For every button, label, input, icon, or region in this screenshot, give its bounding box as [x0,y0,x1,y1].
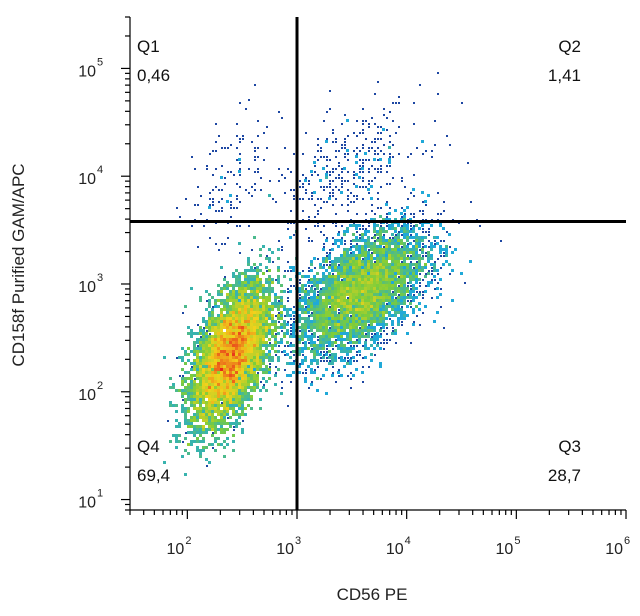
x-tick-exponent: 4 [405,535,411,547]
quadrant-name: Q2 [558,37,581,56]
y-tick-label: 10 [78,63,96,80]
quadrant-percentage: 69,4 [137,466,170,485]
x-axis-ticks: 10 2 10 3 10 4 10 5 10 6 [129,510,630,558]
quadrant-percentage: 28,7 [548,466,581,485]
y-tick-label: 10 [78,279,96,296]
x-tick-exponent: 3 [295,535,301,547]
y-tick-exponent: 3 [97,272,103,284]
plot-frame [129,17,626,511]
x-tick-exponent: 2 [185,535,191,547]
x-tick-label: 10 [496,541,514,558]
quadrant-labels: Q1 0,46 Q2 1,41 Q3 28,7 Q4 69,4 [137,37,581,485]
x-tick-exponent: 5 [514,535,520,547]
x-axis-label: CD56 PE [337,585,408,604]
quadrant-name: Q4 [137,437,160,456]
quadrant-gates [130,17,626,510]
quadrant-name: Q1 [137,37,160,56]
y-tick-exponent: 1 [97,488,103,500]
x-tick-label: 10 [605,541,623,558]
y-tick-exponent: 2 [97,380,103,392]
y-tick-label: 10 [78,495,96,512]
y-tick-exponent: 5 [97,56,103,68]
event-dots-layer [163,72,502,476]
x-tick-label: 10 [276,541,294,558]
x-tick-label: 10 [167,541,185,558]
quadrant-percentage: 0,46 [137,66,170,85]
x-tick-label: 10 [386,541,404,558]
y-axis-label: CD158f Purified GAM/APC [9,163,28,366]
y-tick-label: 10 [78,171,96,188]
x-tick-exponent: 6 [624,535,630,547]
quadrant-name: Q3 [558,437,581,456]
quadrant-percentage: 1,41 [548,66,581,85]
y-tick-exponent: 4 [97,164,103,176]
y-tick-label: 10 [78,387,96,404]
